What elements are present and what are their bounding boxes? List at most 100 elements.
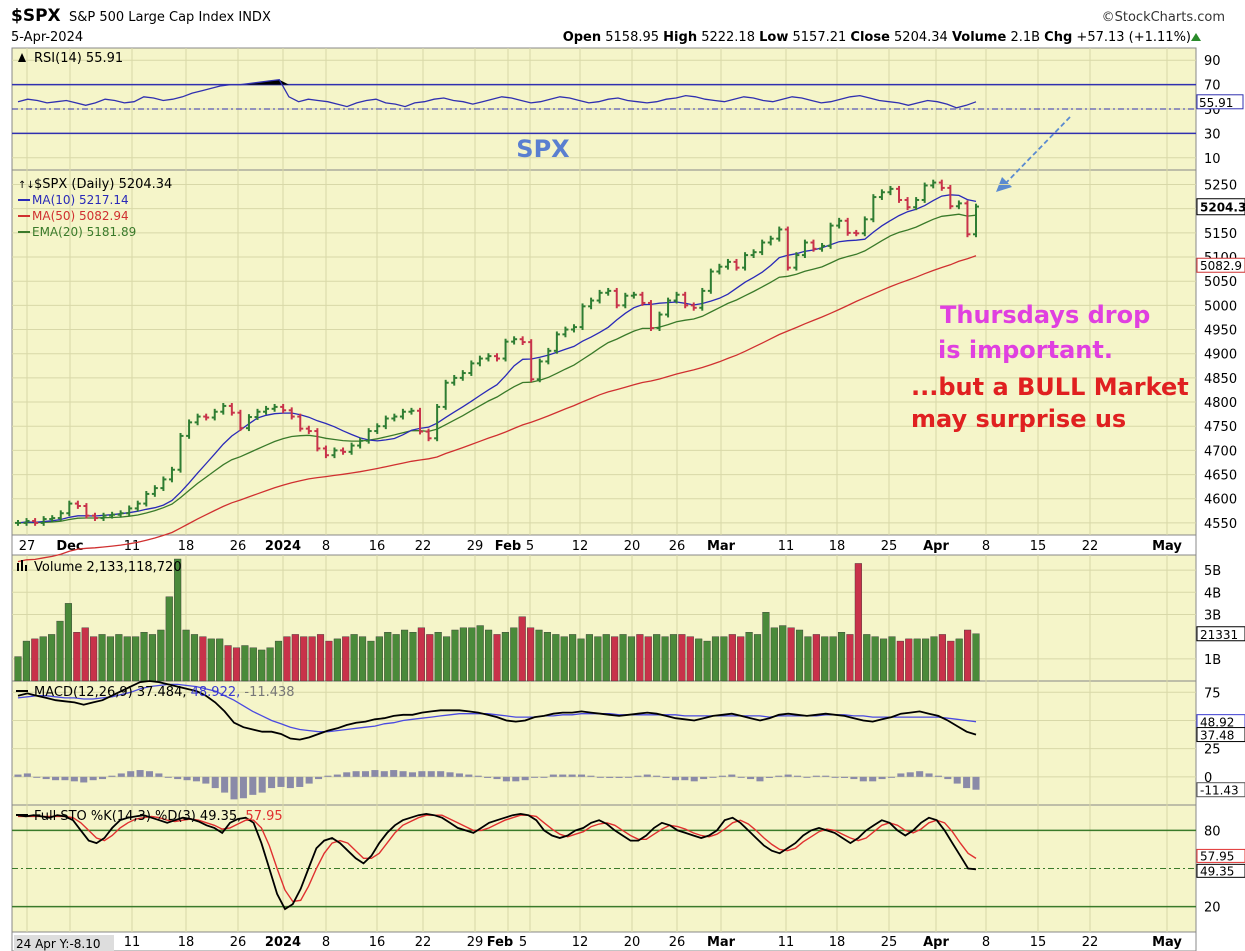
x-tick-label-bottom: 11 bbox=[124, 935, 141, 950]
volume-bar bbox=[905, 638, 913, 682]
volume-bar bbox=[745, 632, 753, 682]
ma50-last-value: 5082.9 bbox=[1200, 259, 1242, 273]
x-tick-label: 11 bbox=[778, 539, 795, 554]
x-tick-label: 2024 bbox=[265, 539, 301, 554]
macd-histogram-bar bbox=[916, 771, 924, 777]
volume-bar bbox=[165, 596, 173, 682]
volume-bar bbox=[308, 636, 316, 682]
volume-bar bbox=[316, 634, 325, 682]
volume-bar bbox=[274, 640, 283, 682]
macd-histogram-bar bbox=[906, 772, 914, 777]
macd-histogram-bar bbox=[540, 776, 548, 778]
volume-bar bbox=[106, 636, 115, 682]
volume-bar bbox=[686, 636, 694, 682]
macd-histogram-bar bbox=[202, 776, 210, 784]
macd-histogram-bar bbox=[850, 776, 858, 780]
volume-bar bbox=[804, 636, 812, 682]
volume-bar bbox=[90, 636, 98, 682]
macd-histogram-bar bbox=[568, 774, 576, 777]
macd-histogram-bar bbox=[221, 776, 229, 793]
x-tick-label: 16 bbox=[369, 539, 386, 554]
volume-bar bbox=[955, 638, 963, 682]
macd-signal-value: 48.922, bbox=[191, 685, 245, 700]
sto-last-box bbox=[1196, 863, 1245, 878]
volume-bar bbox=[527, 627, 535, 682]
volume-tick-label: 1B bbox=[1204, 653, 1221, 668]
macd-last-value: -11.43 bbox=[1200, 784, 1239, 798]
macd-histogram-bar bbox=[578, 774, 586, 777]
price-tick-label: 5050 bbox=[1204, 275, 1237, 290]
volume-bar bbox=[190, 634, 199, 682]
price-tick-label: 4750 bbox=[1204, 420, 1237, 435]
x-tick-label-bottom: 18 bbox=[829, 935, 846, 950]
volume-bar bbox=[585, 634, 594, 682]
macd-histogram-bar bbox=[718, 775, 726, 777]
volume-bar bbox=[485, 629, 493, 682]
volume-bar bbox=[476, 625, 484, 682]
volume-bar bbox=[711, 636, 720, 682]
crosshair-readout: 24 Apr Y:-8.10 bbox=[16, 937, 101, 951]
x-tick-label: 27 bbox=[19, 539, 36, 554]
rsi-line bbox=[17, 79, 977, 109]
macd-histogram-bar bbox=[653, 775, 661, 777]
volume-value: 2.1B bbox=[1010, 30, 1041, 45]
volume-bar bbox=[350, 634, 358, 682]
macd-histogram-bar bbox=[70, 776, 78, 782]
x-tick-label: 25 bbox=[881, 539, 898, 554]
macd-histogram-bar bbox=[690, 776, 698, 782]
x-tick-label-bottom: 18 bbox=[178, 935, 195, 950]
macd-histogram-bar bbox=[333, 774, 341, 777]
macd-histogram-bar bbox=[427, 771, 435, 777]
sto-k-value: Full STO %K(14,3) %D(3) 49.35, bbox=[34, 809, 245, 824]
volume-bar bbox=[39, 636, 47, 682]
volume-bar bbox=[258, 649, 266, 682]
volume-bar bbox=[14, 656, 22, 682]
macd-histogram-bar bbox=[52, 776, 60, 781]
x-tick-label: 20 bbox=[624, 539, 641, 554]
high-label: High bbox=[663, 30, 698, 45]
macd-histogram-bar bbox=[380, 771, 388, 777]
rsi-tick-label: 90 bbox=[1204, 54, 1221, 69]
sto-k-line bbox=[17, 812, 977, 911]
brand-label[interactable]: ©StockCharts.com bbox=[1101, 10, 1225, 25]
volume-bar bbox=[81, 627, 89, 682]
volume-bar bbox=[401, 629, 409, 682]
macd-histogram-bar bbox=[840, 776, 849, 778]
volume-bar bbox=[938, 634, 946, 682]
macd-histogram-bar bbox=[531, 776, 539, 778]
macd-signal-line bbox=[17, 683, 977, 733]
macd-histogram-bar bbox=[681, 776, 689, 781]
macd-histogram-bar bbox=[108, 775, 116, 777]
volume-bar bbox=[653, 634, 661, 682]
macd-histogram-bar bbox=[455, 773, 463, 777]
sto-last-value: 57.95 bbox=[1200, 849, 1234, 863]
volume-bar bbox=[182, 629, 190, 682]
note-thursdays-drop: Thursdays drop bbox=[940, 301, 1150, 329]
x-tick-label: 5 bbox=[526, 539, 534, 554]
volume-bar bbox=[207, 638, 215, 682]
volume-bar bbox=[552, 634, 560, 682]
x-tick-label: 12 bbox=[572, 539, 589, 554]
volume-bar bbox=[602, 634, 610, 682]
volume-bar bbox=[636, 634, 644, 682]
volume-bar bbox=[619, 634, 627, 682]
x-tick-label: 26 bbox=[230, 539, 247, 554]
price-tick-label: 5150 bbox=[1204, 227, 1237, 242]
volume-bar bbox=[669, 634, 678, 682]
macd-histogram-bar bbox=[615, 776, 623, 778]
x-tick-label-bottom: 15 bbox=[1030, 935, 1047, 950]
rsi-last-value: 55.91 bbox=[1199, 96, 1233, 110]
volume-bar bbox=[510, 627, 518, 682]
open-label: Open bbox=[562, 30, 602, 45]
volume-bar bbox=[98, 634, 106, 682]
volume-bar bbox=[854, 563, 862, 682]
volume-bar bbox=[871, 636, 879, 682]
rsi-tick-label: 70 bbox=[1204, 79, 1221, 94]
volume-bar bbox=[358, 636, 367, 682]
volume-bar bbox=[812, 634, 820, 682]
macd-histogram-bar bbox=[183, 776, 191, 781]
volume-bar bbox=[132, 636, 140, 682]
low-value: 5157.21 bbox=[792, 30, 847, 45]
macd-histogram-bar bbox=[474, 775, 482, 777]
